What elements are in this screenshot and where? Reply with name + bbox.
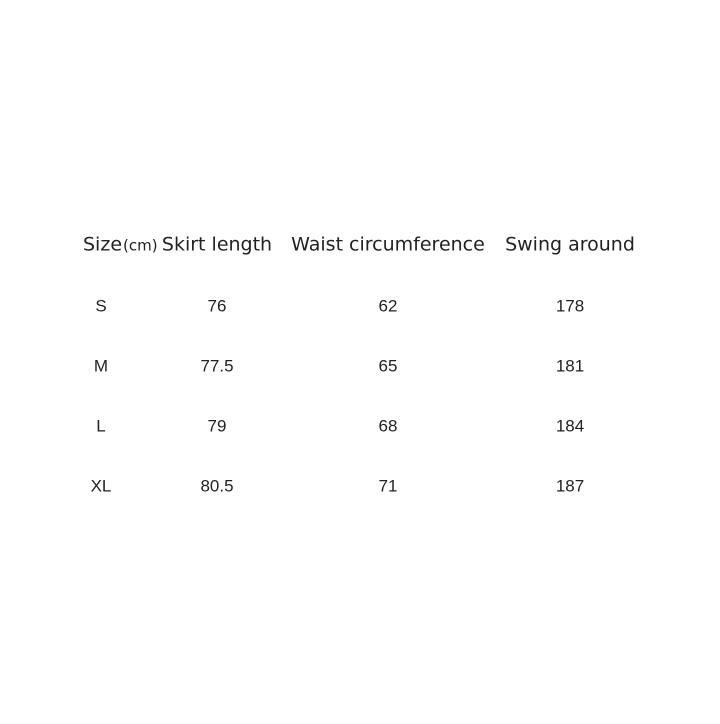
table-cell: 62 [379, 296, 398, 315]
table-cell: 178 [556, 296, 584, 315]
table-cell: S [95, 296, 106, 315]
table-cell: M [94, 356, 108, 375]
table-cell: 65 [379, 356, 398, 375]
table-cell: 181 [556, 356, 584, 375]
header-cell: Skirt length [162, 234, 272, 256]
header-cell: Swing around [505, 234, 635, 256]
table-cell: XL [91, 476, 112, 495]
header-unit: (cm) [123, 237, 158, 255]
table-cell: 76 [208, 296, 227, 315]
table-cell: 71 [379, 476, 398, 495]
table-cell: 184 [556, 416, 584, 435]
table-cell: L [96, 416, 105, 435]
table-cell: 79 [208, 416, 227, 435]
table-cell: 68 [379, 416, 398, 435]
header-cell: Size [83, 234, 122, 256]
table-cell: 80.5 [200, 476, 233, 495]
header-cell: Waist circumference [291, 234, 485, 256]
table-cell: 187 [556, 476, 584, 495]
table-cell: 77.5 [200, 356, 233, 375]
